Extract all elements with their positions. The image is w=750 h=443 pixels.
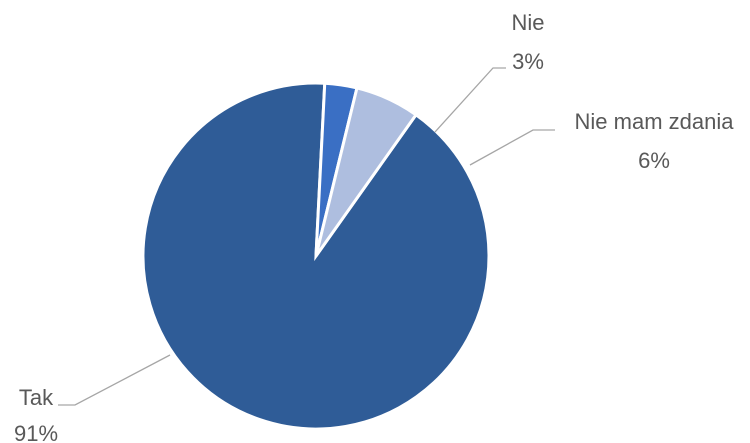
leader-line-nie: [434, 67, 506, 133]
leader-line-nie-mam-zdania: [469, 129, 555, 166]
slice-value-nie-mam-zdania: 6%: [638, 148, 670, 173]
slice-label-nie-mam-zdania: Nie mam zdania: [575, 109, 735, 134]
slice-value-nie: 3%: [512, 49, 544, 74]
data-labels: Nie 3% Nie mam zdania 6% Tak 91%: [14, 10, 734, 443]
slice-label-tak: Tak: [19, 385, 54, 410]
slice-label-nie: Nie: [511, 10, 544, 35]
leader-line-tak: [58, 354, 171, 406]
slice-value-tak: 91%: [14, 421, 58, 443]
leader-lines: [58, 67, 555, 406]
pie-slice-nie-mam-zdania: [314, 86, 419, 257]
pie-slices: [141, 81, 491, 431]
